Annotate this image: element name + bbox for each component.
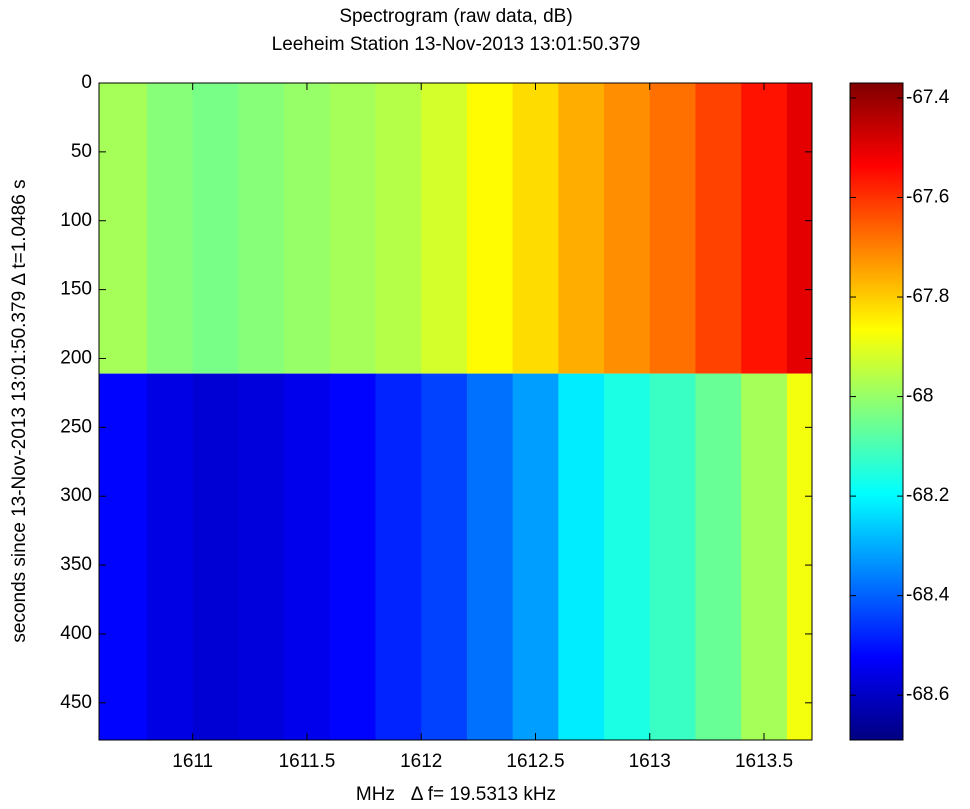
heatmap-cell [558,373,605,740]
heatmap-cell [375,83,422,374]
y-tick-label: 200 [60,347,92,368]
colorbar-tick-label: -67.8 [906,286,949,307]
colorbar [849,82,904,741]
y-axis-label: seconds since 13-Nov-2013 13:01:50.379 Δ… [9,179,30,642]
heatmap-cell [786,373,813,740]
x-tick-label: 1612.5 [506,751,564,772]
heatmap-cell [284,373,331,740]
y-tick-label: 350 [60,554,92,575]
y-tick-label: 450 [60,692,92,713]
heatmap-cell [512,373,559,740]
heatmap-cell [649,83,696,374]
x-tick-label: 1611 [172,751,213,772]
heatmap-cell [146,83,194,374]
heatmap-cell [421,373,468,740]
heatmap-cell [741,373,788,740]
heatmap-cell [192,373,239,740]
y-tick-label: 300 [60,485,92,506]
heatmap-cell [284,83,331,374]
y-tick-label: 250 [60,416,92,437]
colorbar-tick-label: -67.4 [906,87,950,108]
heatmap-cell [695,83,742,374]
colorbar-tick-label: -68.2 [906,485,949,506]
plot-frame [98,82,813,741]
x-tick-label: 1611.5 [279,751,336,772]
x-tick-label: 1612 [400,751,442,772]
colorbar-tick-label: -68.4 [906,585,950,606]
colorbar-tick-label: -68 [906,386,933,407]
heatmap-cell [421,83,468,374]
heatmap-cell [146,373,194,740]
heatmap-cell [741,83,788,374]
x-tick-label: 1613 [629,751,671,772]
y-tick-label: 400 [60,623,92,644]
x-axis-label: MHz Δ f= 19.5313 kHz [356,784,556,805]
heatmap-cell [238,373,285,740]
chart-title: Spectrogram (raw data, dB) [339,6,572,27]
heatmap-cell [695,373,742,740]
heatmap-cell [558,83,605,374]
y-tick-label: 150 [60,279,92,300]
heatmap-cell [604,83,651,374]
colorbar-tick-label: -67.6 [906,186,949,207]
heatmap-cell [649,373,696,740]
heatmap-cell [329,373,377,740]
heatmap-cell [466,83,514,374]
x-tick-label: 1613.5 [735,751,793,772]
heatmap-cell [466,373,514,740]
heatmap-cell [99,83,148,374]
heatmap-cell [604,373,651,740]
heatmap-cell [375,373,422,740]
heatmap-cell [786,83,813,374]
colorbar-tick-label: -68.6 [906,684,949,705]
heatmap-cell [512,83,559,374]
chart-subtitle: Leeheim Station 13-Nov-2013 13:01:50.379 [272,34,641,55]
y-tick-label: 100 [60,210,92,231]
heatmap-cell [329,83,377,374]
y-tick-label: 50 [71,141,92,162]
heatmap-cell [192,83,239,374]
heatmap-cell [238,83,285,374]
heatmap-cell [99,373,148,740]
y-tick-label: 0 [81,72,92,93]
